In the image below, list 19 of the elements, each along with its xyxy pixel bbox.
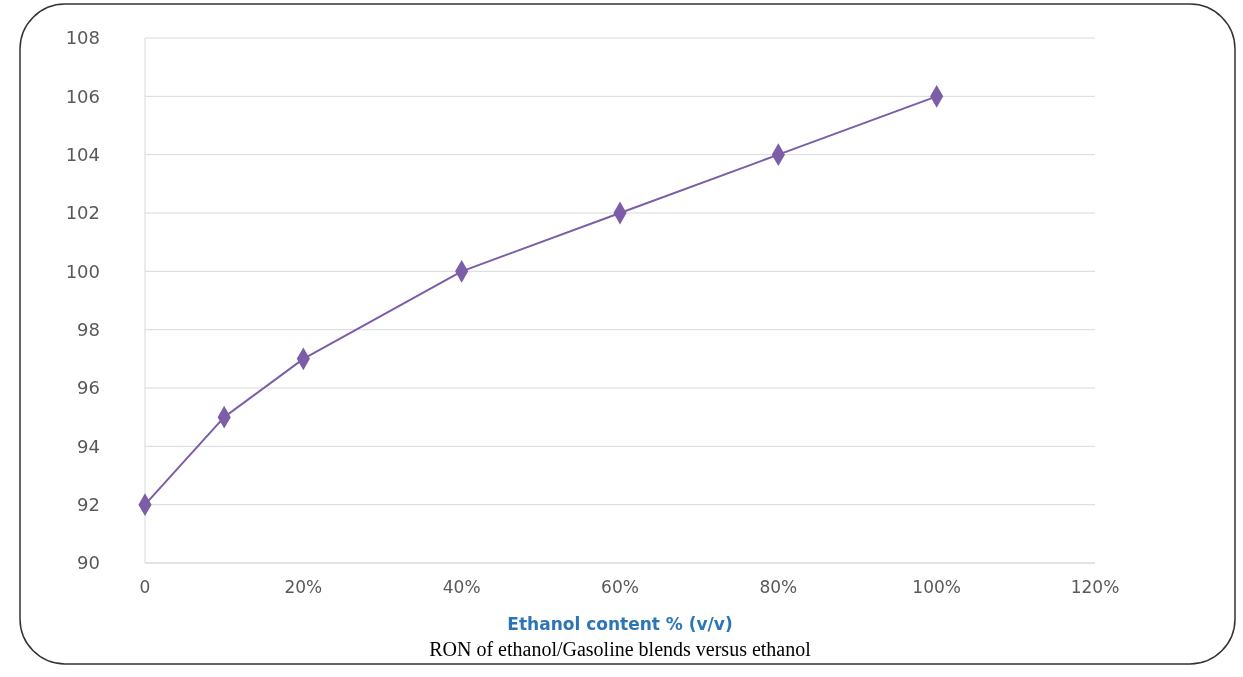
x-tick-label: 40% xyxy=(442,577,481,597)
y-tick-label: 98 xyxy=(77,318,100,340)
text: RON of ethanol/Gasoline blends versus ethanol xyxy=(429,638,812,660)
x-tick-label: 100% xyxy=(912,577,961,597)
y-tick-label: 106 xyxy=(65,85,100,107)
y-tick-label: 102 xyxy=(65,202,100,224)
y-tick-label: 90 xyxy=(77,552,100,574)
y-tick-label: 96 xyxy=(77,377,100,399)
x-tick-label: 60% xyxy=(601,577,639,597)
y-tick-label: 100 xyxy=(65,260,100,282)
x-tick-label: 120% xyxy=(1070,577,1120,597)
x-tick-label: 80% xyxy=(759,577,798,597)
x-tick-label: 20% xyxy=(284,577,323,597)
x-axis-title: Ethanol content % (v/v) xyxy=(507,614,733,634)
y-tick-label: 92 xyxy=(77,493,100,515)
y-tick-label: 94 xyxy=(77,435,100,457)
y-tick-label: 108 xyxy=(65,27,100,49)
y-tick-label: 104 xyxy=(65,143,100,165)
x-tick-label: 0 xyxy=(139,577,151,597)
